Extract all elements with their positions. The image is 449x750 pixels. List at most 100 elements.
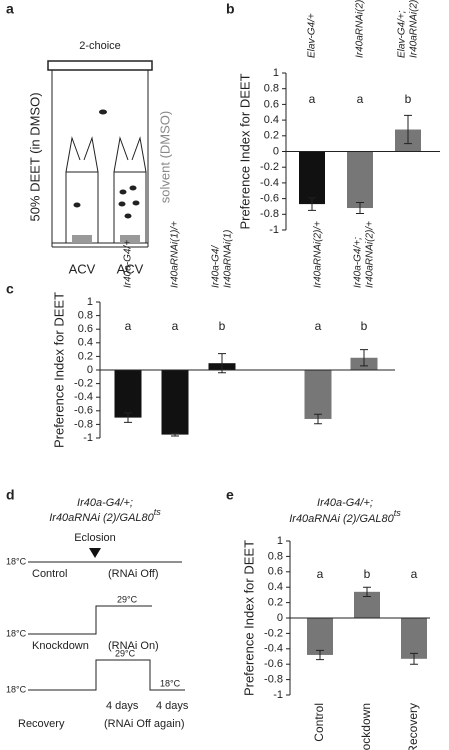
- significance-letter: a: [317, 567, 324, 581]
- category-label: Recovery: [406, 703, 420, 750]
- bar: [401, 618, 427, 659]
- temp-label: 18°C: [6, 628, 27, 638]
- y-tick-label: 1: [87, 296, 93, 308]
- bar: [161, 370, 189, 435]
- panel-label: c: [6, 281, 14, 297]
- y-tick-label: -0.6: [74, 405, 93, 417]
- side-label: solvent (DMSO): [157, 111, 172, 203]
- y-axis-label: Preference Index for DEET: [241, 540, 256, 696]
- y-tick-label: 0.8: [78, 310, 93, 322]
- category-label: Control: [312, 703, 326, 742]
- y-tick-label: -1: [273, 689, 283, 701]
- y-tick-label: 0.2: [268, 597, 283, 609]
- significance-letter: a: [411, 567, 418, 581]
- y-tick-label: 0.6: [78, 323, 93, 335]
- y-tick-label: 0.8: [264, 83, 279, 95]
- significance-letter: b: [364, 567, 371, 581]
- significance-letter: a: [309, 92, 316, 106]
- temp-label: 29°C: [117, 594, 138, 604]
- side-label: 50% DEET (in DMSO): [27, 92, 42, 221]
- y-tick-label: -0.4: [74, 391, 93, 403]
- y-tick-label: 1: [273, 67, 279, 79]
- error-bar: [404, 114, 412, 145]
- panel-label: a: [6, 1, 14, 17]
- y-axis-label: Preference Index for DEET: [237, 73, 252, 229]
- error-bar: [363, 586, 371, 597]
- category-label: Ir40aRNAi(1)/+: [170, 221, 181, 288]
- y-tick-label: -1: [269, 224, 279, 236]
- y-tick-label: 0: [273, 145, 279, 157]
- y-tick-label: -0.6: [260, 193, 279, 205]
- row-label: Knockdown: [32, 640, 89, 652]
- temp-label: 18°C: [160, 678, 181, 688]
- y-tick-label: 0.4: [268, 581, 283, 593]
- bar: [347, 151, 373, 209]
- y-tick-label: 0: [87, 364, 93, 376]
- error-bar: [356, 202, 364, 215]
- error-bar: [360, 349, 368, 367]
- category-label: Ir40aRNAi(1): [223, 230, 234, 288]
- y-tick-label: 0.8: [268, 550, 283, 562]
- y-tick-label: 0.4: [78, 337, 93, 349]
- row-label: Recovery: [18, 718, 65, 730]
- y-tick-label: -1: [83, 432, 93, 444]
- panel-label: d: [6, 487, 15, 503]
- timelines: [28, 561, 185, 691]
- error-bar: [410, 652, 418, 665]
- event-marker: [89, 548, 101, 558]
- category-label: Ir40aRNAi(2)/+: [355, 0, 366, 58]
- chart-title: Ir40a-G4/+;: [317, 497, 373, 509]
- row-state: (RNAi Off): [108, 568, 159, 580]
- duration: 4 days: [156, 700, 189, 712]
- temp-label: 18°C: [6, 684, 27, 694]
- diagram-title: 2-choice: [79, 40, 121, 52]
- y-tick-label: 0: [277, 612, 283, 624]
- temp-label: 18°C: [6, 556, 27, 566]
- row-state: (RNAi On): [108, 640, 159, 652]
- significance-letter: a: [357, 92, 364, 106]
- category-label: Knockdown: [359, 703, 373, 750]
- error-bar: [171, 432, 179, 437]
- trap-label: ACV: [69, 261, 96, 276]
- significance-letter: a: [172, 319, 179, 333]
- y-tick-label: -0.8: [260, 208, 279, 220]
- significance-letter: b: [405, 92, 412, 106]
- title-text: Ir40aRNAi (2)/GAL80: [289, 513, 394, 525]
- category-label: Ir40a-G4/: [211, 245, 222, 288]
- panel-label: b: [226, 1, 235, 17]
- significance-letter: b: [219, 319, 226, 333]
- category-label: Ir40aRNAi(2)/+: [365, 221, 376, 288]
- bar: [307, 618, 333, 655]
- diagram-title: Ir40a-G4/+;: [77, 497, 133, 509]
- title-text: Ir40aRNAi (2)/GAL80: [49, 512, 154, 524]
- y-tick-label: -0.8: [74, 418, 93, 430]
- diagram-title: Ir40aRNAi (2)/GAL80ts: [49, 507, 161, 524]
- category-label: Elav-G4/+;: [397, 10, 408, 58]
- bar: [304, 370, 332, 419]
- y-axis-label: Preference Index for DEET: [51, 292, 66, 448]
- category-label: Ir40a-G4/+;: [353, 237, 364, 288]
- bar: [299, 151, 325, 205]
- error-bar: [124, 412, 132, 423]
- bar: [114, 370, 142, 418]
- flies: [73, 109, 140, 219]
- y-tick-label: 0.4: [264, 114, 279, 126]
- trap-label: ACV: [117, 261, 144, 276]
- duration: 4 days: [106, 700, 139, 712]
- significance-letter: a: [315, 319, 322, 333]
- y-tick-label: -0.4: [264, 643, 283, 655]
- chart-title: Ir40aRNAi (2)/GAL80ts: [289, 508, 401, 525]
- y-tick-label: -0.4: [260, 177, 279, 189]
- error-bar: [316, 649, 324, 661]
- y-tick-label: 0.6: [268, 566, 283, 578]
- y-tick-label: -0.2: [260, 161, 279, 173]
- y-tick-label: 0.2: [264, 130, 279, 142]
- y-tick-label: -0.6: [264, 658, 283, 670]
- event-label: Eclosion: [74, 532, 116, 544]
- temp-label: 29°C: [115, 648, 136, 658]
- error-bar: [308, 197, 316, 211]
- panel-label: e: [226, 487, 234, 503]
- y-tick-label: -0.2: [74, 378, 93, 390]
- y-tick-label: 0.2: [78, 350, 93, 362]
